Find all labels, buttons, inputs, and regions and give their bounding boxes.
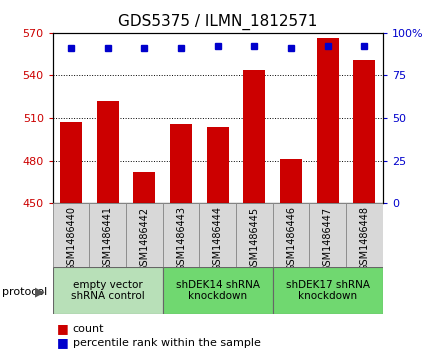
Bar <box>163 267 273 314</box>
Bar <box>346 203 383 267</box>
Text: GSM1486444: GSM1486444 <box>213 207 223 272</box>
Bar <box>53 203 89 267</box>
Bar <box>170 124 192 203</box>
Bar <box>133 172 155 203</box>
Bar <box>60 122 82 203</box>
Bar <box>126 203 163 267</box>
Bar <box>353 60 375 203</box>
Bar <box>53 267 163 314</box>
Text: ■: ■ <box>57 337 69 350</box>
Bar <box>273 203 309 267</box>
Text: GSM1486448: GSM1486448 <box>359 207 370 272</box>
Text: percentile rank within the sample: percentile rank within the sample <box>73 338 260 348</box>
Text: GSM1486443: GSM1486443 <box>176 207 186 272</box>
Title: GDS5375 / ILMN_1812571: GDS5375 / ILMN_1812571 <box>118 14 318 30</box>
Bar <box>89 203 126 267</box>
Text: shDEK14 shRNA
knockdown: shDEK14 shRNA knockdown <box>176 280 260 301</box>
Bar <box>317 38 339 203</box>
Text: protocol: protocol <box>2 287 48 297</box>
Bar <box>309 203 346 267</box>
Text: GSM1486441: GSM1486441 <box>103 207 113 272</box>
Text: GSM1486447: GSM1486447 <box>323 207 333 272</box>
Text: shDEK17 shRNA
knockdown: shDEK17 shRNA knockdown <box>286 280 370 301</box>
Text: GSM1486445: GSM1486445 <box>249 207 260 272</box>
Bar <box>243 70 265 203</box>
Text: ▶: ▶ <box>35 286 45 299</box>
Bar <box>199 203 236 267</box>
Text: ■: ■ <box>57 322 69 335</box>
Bar <box>236 203 273 267</box>
Bar <box>273 267 383 314</box>
Text: empty vector
shRNA control: empty vector shRNA control <box>71 280 145 301</box>
Text: count: count <box>73 323 104 334</box>
Bar <box>280 159 302 203</box>
Bar <box>207 126 229 203</box>
Bar <box>163 203 199 267</box>
Text: GSM1486446: GSM1486446 <box>286 207 296 272</box>
Text: GSM1486442: GSM1486442 <box>139 207 150 272</box>
Bar <box>97 101 119 203</box>
Text: GSM1486440: GSM1486440 <box>66 207 76 272</box>
